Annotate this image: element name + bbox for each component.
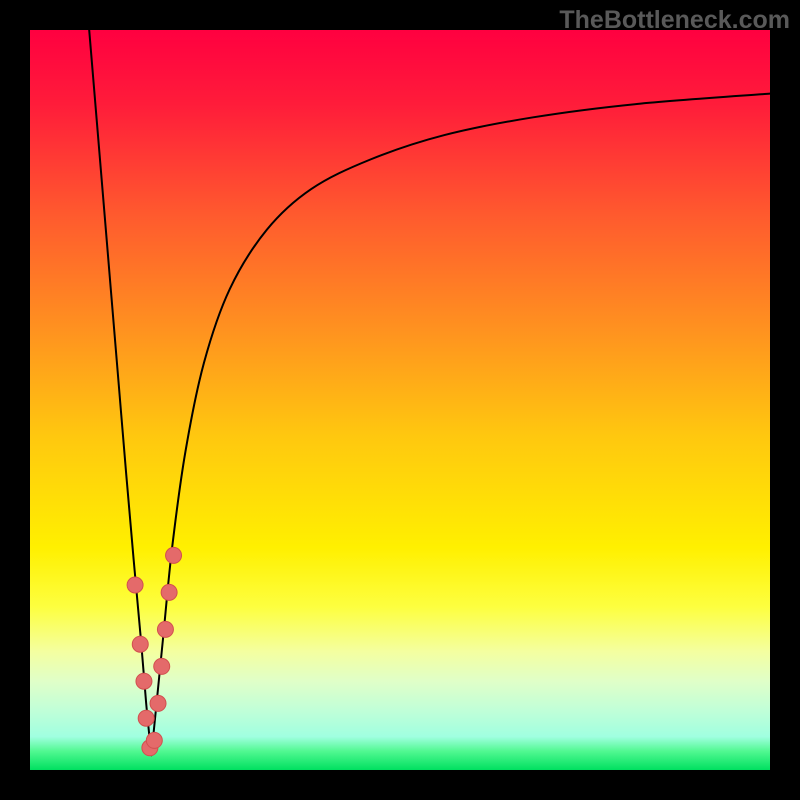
data-marker xyxy=(166,547,182,563)
curve-right-branch xyxy=(151,94,770,756)
data-marker xyxy=(127,577,143,593)
watermark-text: TheBottleneck.com xyxy=(559,6,790,35)
plot-svg xyxy=(0,0,800,800)
data-marker xyxy=(161,584,177,600)
chart-container: TheBottleneck.com xyxy=(0,0,800,800)
data-marker xyxy=(157,621,173,637)
data-marker xyxy=(132,636,148,652)
data-marker xyxy=(150,695,166,711)
data-marker xyxy=(154,658,170,674)
data-marker xyxy=(138,710,154,726)
data-marker xyxy=(146,732,162,748)
data-marker xyxy=(136,673,152,689)
